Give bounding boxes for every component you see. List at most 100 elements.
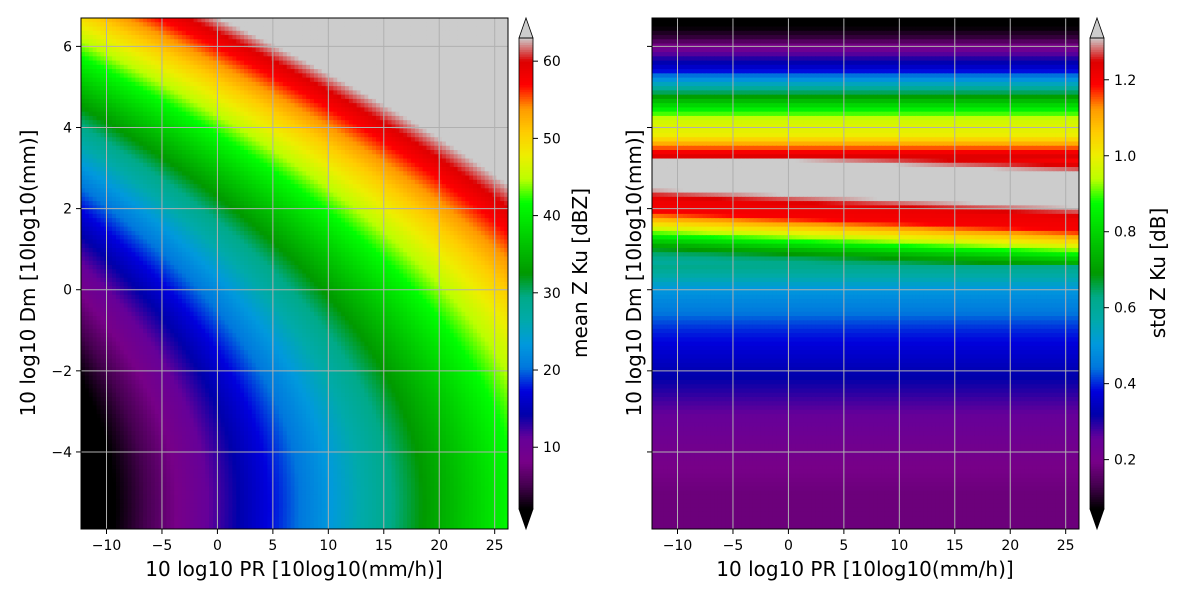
heatmap-cell	[496, 60, 501, 66]
heatmap-cell	[174, 56, 179, 62]
heatmap-cell	[240, 60, 245, 66]
heatmap-cell	[131, 141, 136, 147]
heatmap-cell	[135, 124, 140, 130]
heatmap-cell	[391, 69, 397, 74]
heatmap-cell	[434, 35, 439, 40]
heatmap-cell	[135, 201, 140, 206]
heatmap-cell	[158, 86, 164, 91]
heatmap-cell	[197, 150, 202, 155]
heatmap-cell	[356, 111, 362, 117]
heatmap-cell	[356, 132, 362, 138]
heatmap-cell	[185, 111, 191, 117]
heatmap-cell	[88, 188, 94, 194]
heatmap-cell	[286, 73, 292, 79]
heatmap-cell	[119, 192, 125, 198]
heatmap-cell	[387, 52, 393, 57]
heatmap-cell	[212, 201, 218, 206]
heatmap-cell	[364, 98, 369, 104]
heatmap-cell	[379, 137, 385, 143]
heatmap-cell	[317, 86, 323, 91]
heatmap-cell	[376, 86, 381, 91]
heatmap-cell	[224, 73, 230, 79]
heatmap-cell	[473, 167, 478, 172]
heatmap-cell	[473, 154, 478, 160]
heatmap-cell	[247, 115, 253, 121]
heatmap-cell	[333, 47, 338, 53]
heatmap-cell	[139, 175, 144, 181]
heatmap-cell	[418, 201, 424, 206]
heatmap-cell	[395, 171, 400, 177]
heatmap-cell	[333, 124, 338, 130]
heatmap-cell	[251, 201, 257, 206]
heatmap-cell	[185, 47, 191, 53]
heatmap-cell	[255, 209, 261, 215]
heatmap-cell	[504, 107, 508, 113]
heatmap-cell	[438, 205, 443, 211]
heatmap-cell	[146, 73, 152, 79]
heatmap-cell	[337, 188, 342, 194]
heatmap-cell	[247, 35, 253, 40]
heatmap-cell	[181, 184, 187, 189]
heatmap-cell	[174, 69, 179, 74]
heatmap-cell	[96, 47, 102, 53]
heatmap-cell	[131, 205, 136, 211]
heatmap-cell	[282, 39, 288, 45]
heatmap-cell	[247, 69, 253, 74]
heatmap-cell	[96, 209, 102, 215]
heatmap-cell	[205, 184, 210, 189]
heatmap-cell	[96, 141, 102, 147]
heatmap-cell	[244, 52, 249, 57]
heatmap-cell	[286, 145, 292, 151]
heatmap-cell	[453, 171, 459, 177]
heatmap-cell	[453, 196, 459, 202]
heatmap-cell	[185, 56, 191, 62]
heatmap-cell	[263, 196, 268, 202]
heatmap-cell	[430, 107, 435, 113]
heatmap-cell	[92, 137, 98, 143]
heatmap-cell	[372, 26, 377, 32]
heatmap-cell	[418, 188, 424, 194]
heatmap-cell	[127, 69, 133, 74]
heatmap-cell	[135, 179, 140, 185]
heatmap-cell	[212, 69, 218, 74]
heatmap-cell	[263, 179, 268, 185]
heatmap-cell	[108, 52, 113, 57]
heatmap-cell	[178, 145, 183, 151]
heatmap-cell	[418, 120, 424, 126]
heatmap-cell	[127, 171, 133, 177]
heatmap-cell	[181, 145, 187, 151]
heatmap-cell	[321, 98, 327, 104]
heatmap-cell	[81, 192, 86, 198]
heatmap-cell	[263, 111, 268, 117]
heatmap-cell	[407, 201, 412, 206]
heatmap-cell	[379, 98, 385, 104]
heatmap-cell	[383, 132, 389, 138]
heatmap-cell	[170, 175, 175, 181]
heatmap-cell	[438, 137, 443, 143]
heatmap-cell	[201, 52, 206, 57]
heatmap-cell	[212, 175, 218, 181]
heatmap-cell	[81, 35, 86, 40]
heatmap-cell	[298, 39, 303, 45]
heatmap-cell	[344, 103, 350, 109]
heatmap-cell	[383, 30, 389, 36]
heatmap-cell	[422, 171, 428, 177]
heatmap-cell	[220, 56, 226, 62]
heatmap-cell	[224, 184, 230, 189]
heatmap-cell	[96, 94, 102, 100]
heatmap-cell	[465, 107, 470, 113]
heatmap-cell	[216, 120, 222, 126]
heatmap-cell	[131, 179, 136, 185]
heatmap-cell	[205, 73, 210, 79]
heatmap-cell	[224, 188, 230, 194]
heatmap-cell	[88, 150, 94, 155]
heatmap-cell	[302, 56, 307, 62]
heatmap-cell	[480, 47, 486, 53]
heatmap-cell	[185, 90, 191, 96]
heatmap-cell	[407, 128, 412, 134]
heatmap-cell	[368, 90, 373, 96]
heatmap-cell	[115, 192, 121, 198]
heatmap-cell	[143, 175, 148, 181]
heatmap-cell	[422, 201, 428, 206]
heatmap-cell	[236, 201, 241, 206]
